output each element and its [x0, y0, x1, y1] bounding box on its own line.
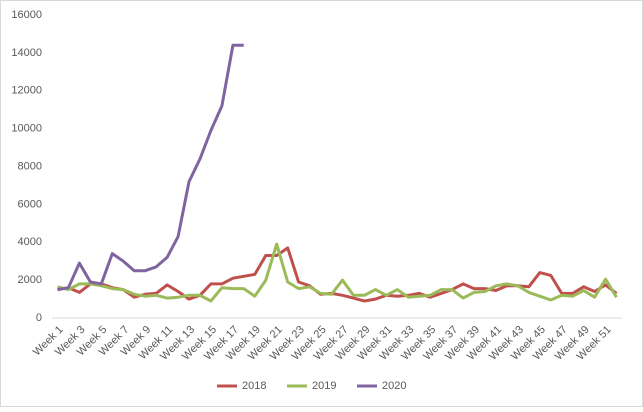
line-series	[57, 246, 618, 303]
legend-label: 2018	[242, 380, 266, 392]
y-tick-label: 16000	[11, 9, 42, 21]
y-tick-label: 6000	[18, 198, 42, 210]
y-tick-label: 0	[36, 312, 42, 324]
y-tick-label: 10000	[11, 123, 42, 135]
legend-label: 2020	[382, 380, 406, 392]
line-series	[57, 43, 244, 292]
y-tick-label: 14000	[11, 47, 42, 59]
line-series	[57, 242, 618, 303]
y-tick-label: 2000	[18, 274, 42, 286]
y-tick-label: 8000	[18, 160, 42, 172]
legend-label: 2019	[312, 380, 336, 392]
y-tick-label: 4000	[18, 236, 42, 248]
y-tick-label: 12000	[11, 85, 42, 97]
